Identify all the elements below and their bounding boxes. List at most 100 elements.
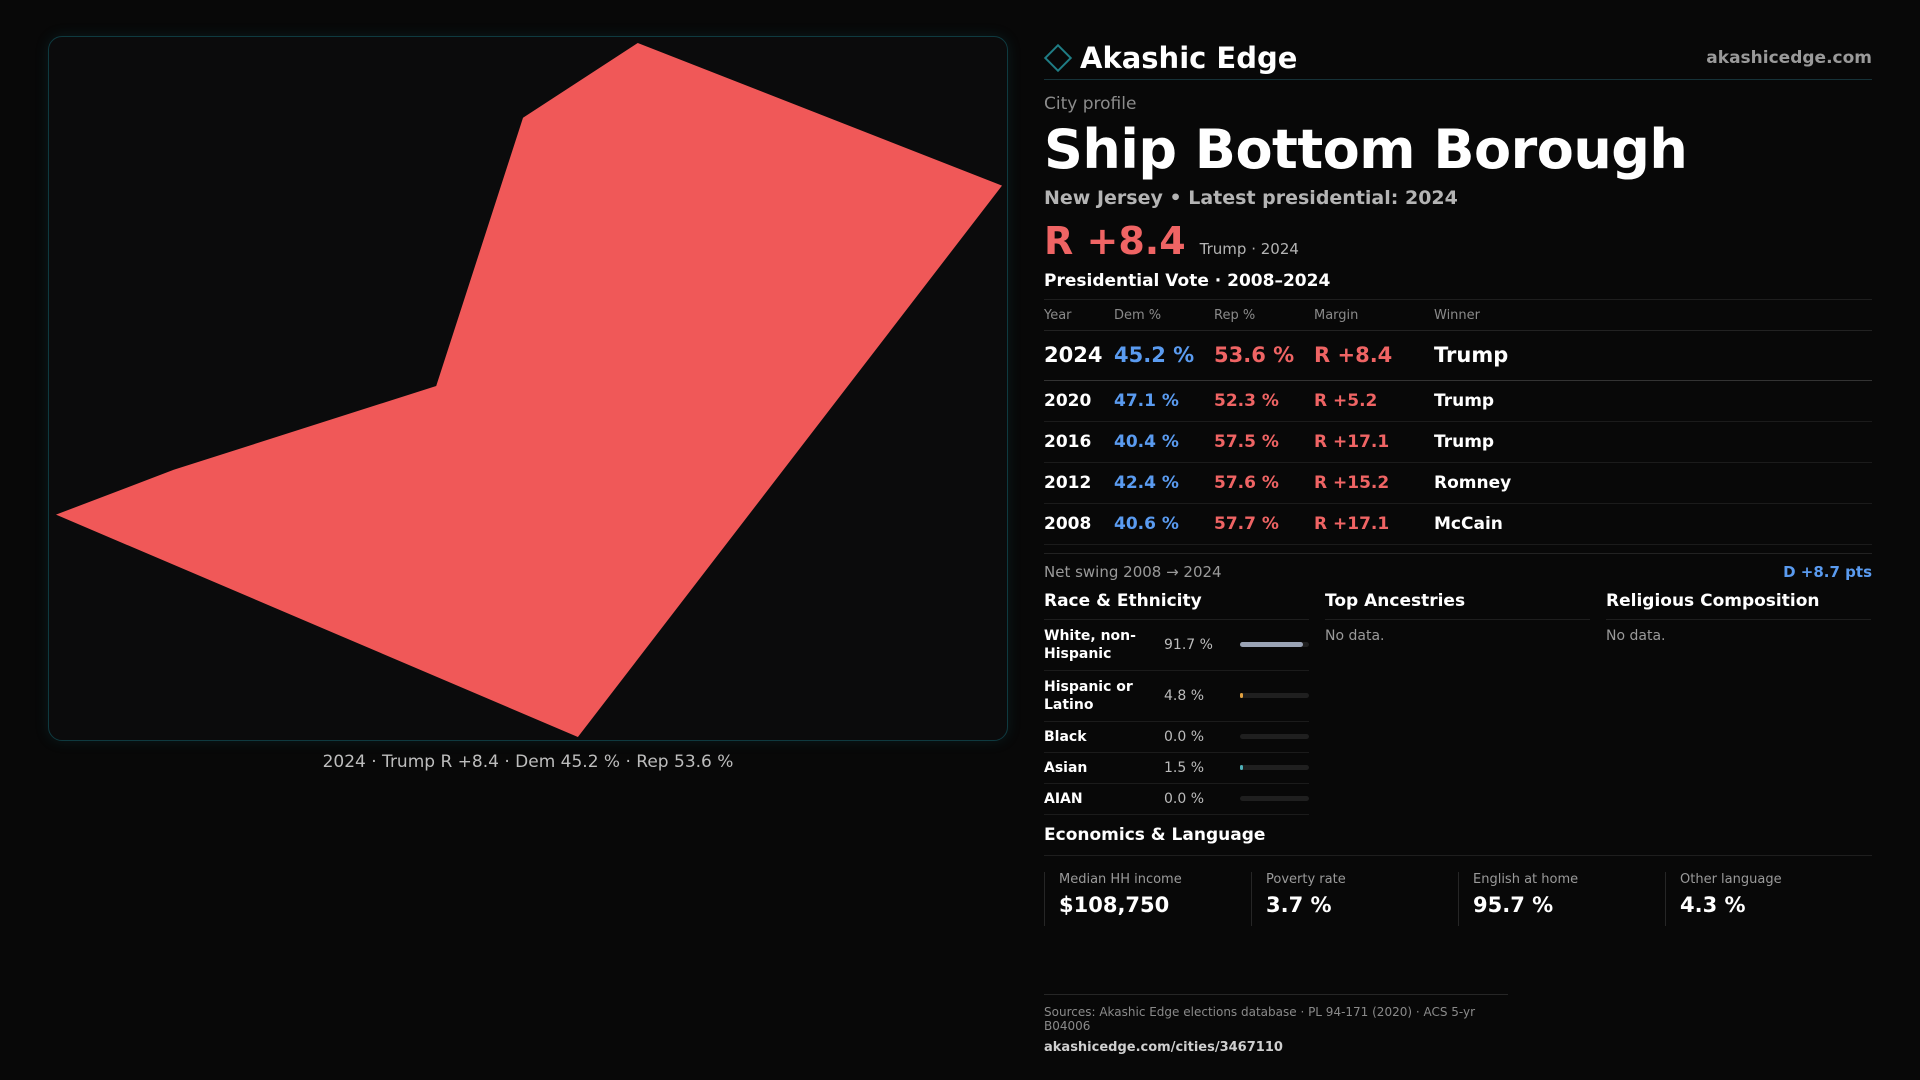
stat-value: 3.7 % [1266, 892, 1332, 917]
col-header-year: Year [1044, 300, 1114, 331]
margin-cell: R +15.2 [1314, 462, 1434, 504]
ancestries-empty-text: No data. [1325, 627, 1385, 644]
dem-cell: 42.4 % [1114, 462, 1214, 504]
stat-other-language: Other language 4.3 % [1665, 871, 1872, 926]
dem-cell: 47.1 % [1114, 380, 1214, 422]
race-bar-track [1240, 642, 1309, 648]
net-swing-row: Net swing 2008 → 2024 D +8.7 pts [1044, 552, 1872, 581]
rep-cell: 57.5 % [1214, 421, 1314, 463]
stat-label: English at home [1473, 871, 1579, 887]
dem-cell: 40.4 % [1114, 421, 1214, 463]
stat-english-at-home: English at home 95.7 % [1458, 871, 1665, 926]
race-row: Asian 1.5 % [1044, 753, 1309, 784]
race-value: 0.0 % [1164, 790, 1205, 807]
race-value: 4.8 % [1164, 687, 1205, 704]
vote-section-title: Presidential Vote · 2008–2024 [1044, 271, 1872, 301]
map-caption: 2024 · Trump R +8.4 · Dem 45.2 % · Rep 5… [322, 752, 734, 772]
dem-cell: 45.2 % [1114, 330, 1214, 381]
race-label: Black [1044, 728, 1087, 745]
page-eyebrow: City profile [1044, 94, 1137, 114]
header: Akashic Edge akashicedge.com [1043, 36, 1872, 80]
rep-cell: 53.6 % [1214, 330, 1314, 381]
table-row: 2012 42.4 % 57.6 % R +15.2 Romney [1044, 462, 1872, 504]
race-label: Asian [1044, 759, 1088, 776]
page-title: Ship Bottom Borough [1044, 118, 1688, 181]
race-value: 91.7 % [1164, 636, 1213, 653]
race-row: White, non-Hispanic 91.7 % [1044, 620, 1309, 671]
stat-value: 4.3 % [1680, 892, 1746, 917]
col-header-winner: Winner [1434, 300, 1872, 331]
race-section-title: Race & Ethnicity [1044, 591, 1309, 620]
footer: Sources: Akashic Edge elections database… [1044, 994, 1508, 1055]
diamond-logo-icon [1043, 43, 1073, 72]
year-cell: 2012 [1044, 462, 1114, 504]
race-label: Hispanic or Latino [1044, 678, 1133, 713]
stat-label: Median HH income [1059, 871, 1182, 887]
race-bar-fill [1240, 693, 1244, 699]
footer-url-link[interactable]: akashicedge.com/cities/3467110 [1044, 1040, 1283, 1055]
year-cell: 2008 [1044, 503, 1114, 545]
brand[interactable]: Akashic Edge [1043, 40, 1298, 75]
winner-cell: Trump [1434, 330, 1872, 381]
race-row: Black 0.0 % [1044, 722, 1309, 753]
ancestries-section-title: Top Ancestries [1325, 591, 1590, 620]
race-bar-track [1240, 765, 1309, 771]
race-row: AIAN 0.0 % [1044, 784, 1309, 815]
rep-cell: 57.7 % [1214, 503, 1314, 545]
city-boundary-shape[interactable] [55, 42, 1003, 738]
headline-margin-value: R +8.4 [1044, 219, 1186, 264]
margin-cell: R +8.4 [1314, 330, 1434, 381]
rep-cell: 52.3 % [1214, 380, 1314, 422]
headline-margin: R +8.4 Trump · 2024 [1044, 219, 1872, 263]
brand-name: Akashic Edge [1080, 40, 1298, 75]
race-bar-track [1240, 693, 1309, 699]
winner-cell: Trump [1434, 421, 1872, 463]
table-row: 2024 45.2 % 53.6 % R +8.4 Trump [1044, 330, 1872, 381]
brand-url-link[interactable]: akashicedge.com [1706, 47, 1872, 68]
race-value: 1.5 % [1164, 759, 1205, 776]
col-header-dem: Dem % [1114, 300, 1214, 331]
race-bar-fill [1240, 642, 1304, 648]
net-swing-label: Net swing 2008 → 2024 [1044, 562, 1222, 581]
winner-cell: Trump [1434, 380, 1872, 422]
winner-cell: Romney [1434, 462, 1872, 504]
race-label: White, non-Hispanic [1044, 627, 1136, 662]
race-row: Hispanic or Latino 4.8 % [1044, 671, 1309, 722]
stat-median-income: Median HH income $108,750 [1044, 871, 1251, 926]
headline-margin-note: Trump · 2024 [1199, 240, 1299, 259]
col-header-rep: Rep % [1214, 300, 1314, 331]
margin-cell: R +17.1 [1314, 421, 1434, 463]
margin-cell: R +17.1 [1314, 503, 1434, 545]
race-label: AIAN [1044, 790, 1083, 807]
city-profile-panel: Akashic Edge akashicedge.com City profil… [1043, 36, 1872, 926]
econ-section-title: Economics & Language [1044, 825, 1872, 856]
econ-stats-grid: Median HH income $108,750 Poverty rate 3… [1044, 871, 1872, 926]
race-value: 0.0 % [1164, 728, 1205, 745]
stat-value: $108,750 [1059, 892, 1170, 917]
year-cell: 2016 [1044, 421, 1114, 463]
stat-poverty-rate: Poverty rate 3.7 % [1251, 871, 1458, 926]
religion-column: Religious Composition No data. [1606, 591, 1871, 815]
rep-cell: 57.6 % [1214, 462, 1314, 504]
city-boundary-map[interactable] [48, 36, 1008, 741]
year-cell: 2024 [1044, 330, 1114, 381]
stat-label: Other language [1680, 871, 1782, 887]
table-row: 2020 47.1 % 52.3 % R +5.2 Trump [1044, 380, 1872, 422]
demographics-section: Race & Ethnicity White, non-Hispanic 91.… [1044, 591, 1872, 815]
winner-cell: McCain [1434, 503, 1872, 545]
table-header-row: Year Dem % Rep % Margin Winner [1044, 300, 1872, 331]
year-cell: 2020 [1044, 380, 1114, 422]
stat-value: 95.7 % [1473, 892, 1554, 917]
race-ethnicity-column: Race & Ethnicity White, non-Hispanic 91.… [1044, 591, 1309, 815]
religion-section-title: Religious Composition [1606, 591, 1871, 620]
race-bar-fill [1240, 765, 1243, 771]
col-header-margin: Margin [1314, 300, 1434, 331]
map-svg [55, 42, 1003, 738]
religion-empty-text: No data. [1606, 627, 1666, 644]
net-swing-value: D +8.7 pts [1783, 562, 1872, 581]
margin-cell: R +5.2 [1314, 380, 1434, 422]
stat-label: Poverty rate [1266, 871, 1346, 887]
dem-cell: 40.6 % [1114, 503, 1214, 545]
table-row: 2016 40.4 % 57.5 % R +17.1 Trump [1044, 421, 1872, 463]
page-subtitle: New Jersey • Latest presidential: 2024 [1044, 187, 1458, 210]
